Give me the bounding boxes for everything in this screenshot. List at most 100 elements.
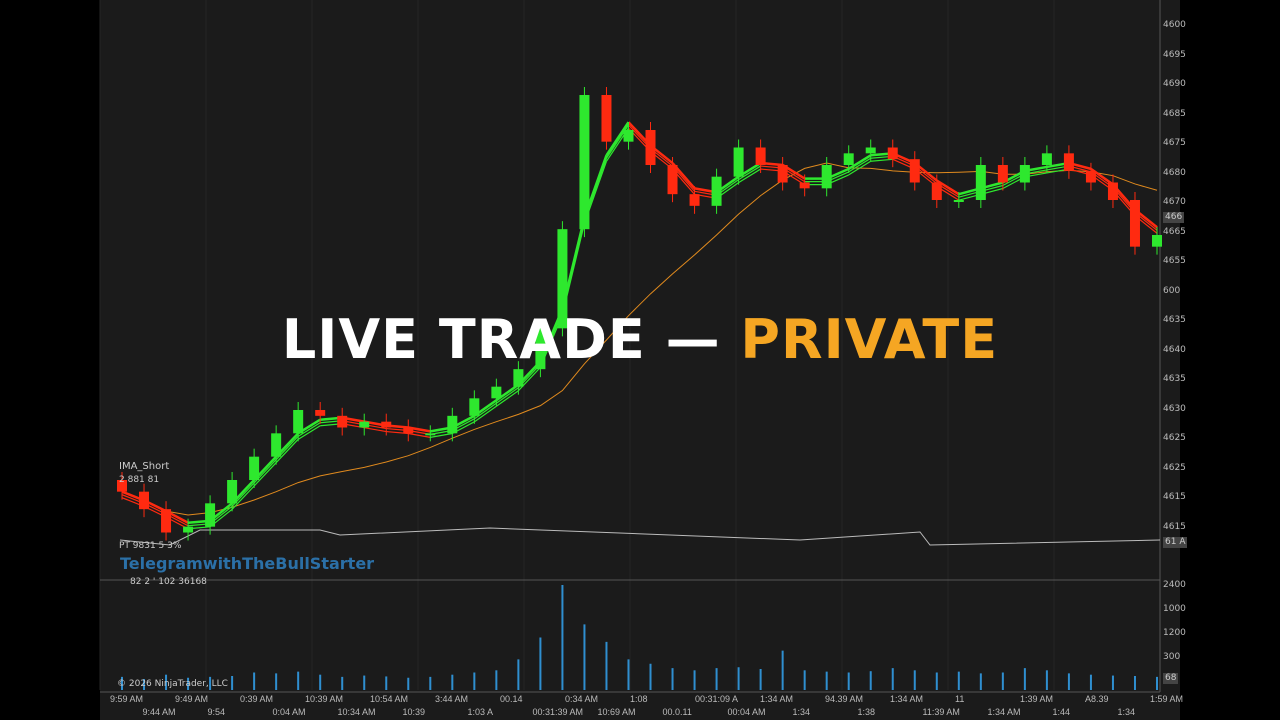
- price-tick-label: 4625: [1163, 433, 1186, 443]
- volume-marker: 68: [1163, 673, 1179, 684]
- candle: [381, 421, 392, 428]
- time-tick-label: 10:69 AM: [597, 707, 636, 717]
- volume-bar: [341, 676, 344, 690]
- volume-bar: [781, 650, 784, 690]
- candle: [315, 410, 326, 416]
- price-tick-label: 4635: [1163, 374, 1186, 384]
- candle: [953, 200, 964, 202]
- time-tick-label: 00.14: [500, 694, 523, 704]
- volume-bar: [1156, 676, 1158, 690]
- volume-bar: [297, 671, 300, 690]
- time-tick-label: 10:39: [402, 707, 426, 717]
- volume-bar: [319, 674, 322, 690]
- candle: [887, 147, 898, 160]
- fast-ma-segment: [496, 390, 519, 407]
- candle: [535, 328, 546, 370]
- price-tick-label: 600: [1163, 285, 1181, 296]
- candle: [161, 509, 172, 533]
- price-tick-label: 4655: [1163, 256, 1186, 266]
- overlay-title-main: LIVE TRADE —: [281, 308, 721, 371]
- volume-bar: [451, 674, 454, 690]
- time-tick-label: 0:04 AM: [272, 707, 306, 717]
- fast-ma-segment: [253, 462, 277, 487]
- time-tick-label: 1:59 AM: [1150, 694, 1184, 704]
- volume-bar: [737, 667, 740, 690]
- candle: [139, 491, 150, 510]
- price-tick-label: 4630: [1163, 403, 1186, 414]
- price-tick-label: 4670: [1163, 197, 1186, 207]
- price-tick-label: 4625: [1163, 462, 1186, 473]
- volume-bar: [561, 585, 564, 690]
- fast-ma-segment: [473, 402, 497, 420]
- candle: [271, 433, 282, 457]
- fast-ma-segment: [473, 405, 497, 423]
- time-tick-label: 1:34: [792, 707, 811, 717]
- time-tick-label: 10:39 AM: [305, 694, 344, 704]
- fast-ma-segment: [848, 157, 872, 173]
- candle: [799, 182, 810, 189]
- candle: [447, 415, 458, 434]
- time-tick-label: 1:08: [630, 694, 648, 704]
- volume-tick-label: 1000: [1163, 604, 1186, 614]
- volume-tick-label: 300: [1163, 652, 1181, 662]
- time-tick-label: 11:39 AM: [922, 707, 960, 717]
- time-tick-label: 1:44: [1052, 707, 1071, 717]
- candle: [1041, 153, 1052, 165]
- time-tick-label: 3:44 AM: [435, 694, 469, 704]
- volume-bar: [407, 677, 410, 690]
- candle: [909, 159, 920, 183]
- time-tick-label: 1:39 AM: [1020, 694, 1054, 704]
- fast-ma-segment: [364, 427, 387, 433]
- fast-ma-segment: [231, 485, 255, 510]
- volume-bar: [1067, 673, 1070, 690]
- time-tick-label: 1:34 AM: [760, 694, 794, 704]
- volume-bar: [1023, 668, 1026, 690]
- price-tick-label: 4690: [1163, 79, 1186, 89]
- info-line-2: 82 2 ' 102 36168: [130, 577, 207, 587]
- candle: [843, 153, 854, 165]
- fast-ma-segment: [430, 432, 453, 438]
- volume-bar: [671, 668, 674, 690]
- time-tick-label: 1:38: [857, 707, 876, 717]
- candle: [623, 130, 634, 142]
- price-tick-label: 4695: [1163, 49, 1186, 60]
- time-tick-label: 1:03 A: [467, 707, 494, 717]
- candle: [733, 147, 744, 177]
- time-tick-label: 00.0.11: [662, 707, 692, 717]
- time-tick-label: 94.39 AM: [825, 694, 864, 704]
- volume-bar: [693, 670, 696, 690]
- volume-bar: [1111, 675, 1114, 690]
- candle: [205, 503, 216, 527]
- time-tick-label: 9:59 AM: [110, 694, 144, 704]
- time-tick-label: 9:54: [207, 707, 226, 717]
- time-tick-label: 9:44 AM: [142, 707, 176, 717]
- candle: [293, 410, 304, 434]
- volume-bar: [1001, 672, 1004, 690]
- candle: [689, 194, 700, 206]
- volume-bar: [165, 674, 168, 690]
- price-tick-label: 4600: [1163, 20, 1186, 30]
- candle: [1129, 200, 1140, 247]
- candle: [645, 130, 656, 165]
- indicator-label: IMA_Short: [119, 461, 170, 472]
- candle: [117, 480, 127, 492]
- fast-ma-segment: [517, 366, 541, 392]
- candle: [227, 480, 238, 504]
- chart-panel[interactable]: [100, 0, 1180, 720]
- candle: [1152, 235, 1162, 247]
- volume-bar: [957, 671, 960, 690]
- candle: [997, 165, 1008, 183]
- candle: [865, 147, 876, 154]
- fast-ma-segment: [738, 165, 761, 181]
- volume-bar: [231, 676, 234, 690]
- candle: [183, 526, 194, 533]
- candle: [359, 421, 370, 428]
- volume-bar: [627, 659, 630, 690]
- fast-ma-segment: [738, 168, 761, 184]
- price-tick-label: 4675: [1163, 138, 1186, 148]
- volume-bar: [539, 637, 542, 690]
- time-tick-label: 10:54 AM: [370, 694, 409, 704]
- volume-bar: [385, 676, 388, 690]
- volume-bar: [1133, 676, 1136, 690]
